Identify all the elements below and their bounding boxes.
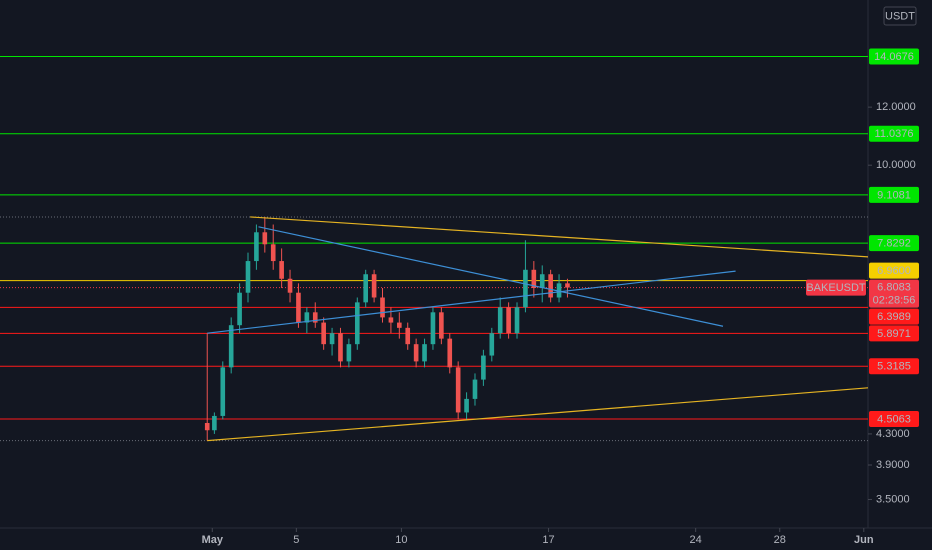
- candle-body: [565, 283, 570, 288]
- currency-box[interactable]: [883, 6, 917, 26]
- level-label: 5.3185: [877, 361, 911, 373]
- level-label-box: [869, 308, 919, 325]
- x-tick-label: 17: [542, 534, 554, 546]
- x-tick-label: 24: [690, 534, 702, 546]
- candle-body: [556, 283, 562, 298]
- candle-body: [481, 355, 486, 380]
- candle-body: [346, 344, 352, 362]
- y-tick-label: 10.0000: [876, 159, 916, 171]
- level-label-box: [869, 186, 919, 203]
- candle-body: [287, 278, 293, 293]
- candle-body: [455, 367, 461, 413]
- level-label: 6.3989: [877, 311, 911, 323]
- candle-body: [397, 322, 402, 328]
- level-label: 5.8971: [877, 328, 911, 340]
- candle-body: [472, 379, 478, 399]
- candle-body: [245, 261, 251, 293]
- candle-body: [338, 333, 343, 362]
- candle-body: [212, 415, 217, 431]
- candle-body: [354, 302, 360, 345]
- candle-body: [380, 297, 385, 318]
- candle-body: [254, 232, 259, 262]
- level-label: 4.5063: [877, 413, 911, 425]
- candle-body: [312, 312, 318, 323]
- candle-body: [262, 232, 268, 245]
- currency: USDT: [885, 10, 915, 22]
- y-tick-label: 12.0000: [876, 101, 916, 113]
- candle-body: [506, 307, 511, 334]
- y-tick-label: 3.5000: [876, 493, 910, 505]
- candle-body: [204, 423, 210, 431]
- candle-body: [363, 274, 369, 303]
- candle-body: [422, 344, 427, 362]
- level-label-box: [869, 125, 919, 142]
- candle-body: [237, 292, 242, 326]
- x-tick-label: 10: [395, 534, 407, 546]
- plot: [0, 56, 868, 442]
- candle-body: [489, 333, 495, 356]
- level-label: 9.1081: [877, 189, 911, 201]
- level-label-box: [869, 262, 919, 279]
- candle-body: [220, 367, 226, 416]
- last-price: 6.8083: [877, 282, 911, 294]
- candle-body: [321, 322, 326, 345]
- symbol: BAKEUSDT: [806, 282, 866, 294]
- last-price-box: [869, 279, 919, 308]
- level-label-box: [869, 48, 919, 65]
- level-label: 7.8292: [877, 238, 911, 250]
- candle-body: [531, 269, 537, 288]
- candle-body: [270, 244, 276, 262]
- trendline: [258, 226, 724, 327]
- level-label-box: [869, 325, 919, 342]
- candle-body: [447, 338, 453, 368]
- candle-body: [548, 274, 553, 298]
- level-label-box: [869, 410, 919, 427]
- trendline: [207, 387, 868, 442]
- candle-body: [228, 325, 234, 368]
- candle-body: [439, 312, 444, 339]
- x-tick-label: 5: [293, 534, 299, 546]
- candle-body: [304, 312, 310, 323]
- level-label-box: [869, 235, 919, 252]
- trendline: [250, 216, 868, 258]
- trendline: [207, 270, 736, 334]
- candle-body: [497, 307, 503, 334]
- candle-body: [413, 344, 419, 362]
- level-label: 14.0676: [874, 51, 914, 63]
- candle-body: [464, 398, 469, 413]
- y-tick-label: 4.3000: [876, 428, 910, 440]
- countdown: 02:28:56: [873, 295, 916, 307]
- y-tick-label: 3.9000: [876, 459, 910, 471]
- level-label: 11.0376: [875, 128, 914, 140]
- candle-body: [296, 292, 301, 323]
- candle-body: [329, 333, 335, 345]
- candle-body: [388, 317, 394, 323]
- x-tick-label: May: [202, 534, 224, 546]
- level-label: 6.9600: [877, 265, 911, 277]
- candle-body: [430, 312, 436, 345]
- level-label-box: [869, 358, 919, 375]
- x-tick-label: 28: [774, 534, 786, 546]
- candle-body: [523, 269, 528, 308]
- candle-body: [405, 327, 411, 345]
- candle-body: [279, 261, 284, 279]
- x-tick-label: Jun: [854, 534, 874, 546]
- candle-body: [514, 307, 520, 334]
- candle-body: [539, 274, 545, 288]
- symbol-box: [806, 279, 866, 296]
- candle-body: [371, 274, 377, 298]
